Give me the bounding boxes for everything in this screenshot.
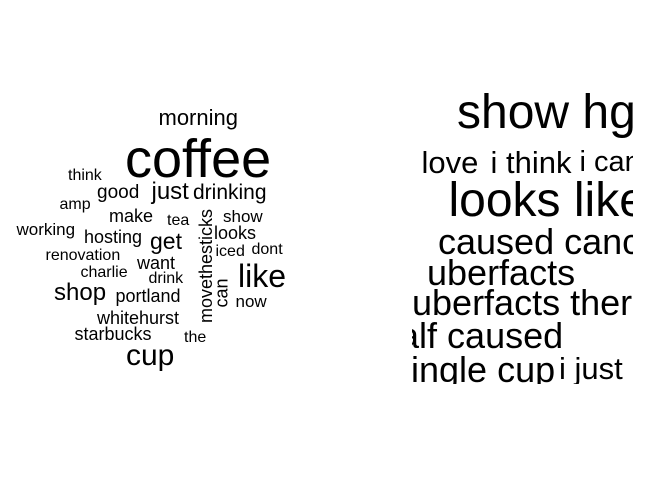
word-whitehurst: whitehurst — [97, 308, 180, 328]
word-show-hgtv: show hgtv — [457, 86, 633, 139]
word-get: get — [150, 227, 182, 254]
word-good: good — [97, 181, 140, 203]
word-think: think — [68, 167, 102, 184]
word-half-caused: half caused — [412, 315, 564, 356]
word-caused-cancer: caused cancer — [438, 221, 633, 262]
word-looks-like: looks like — [448, 174, 634, 227]
word-movethesticks: movethesticks — [196, 208, 217, 324]
word-tea: tea — [167, 212, 190, 229]
word-iced: iced — [215, 243, 245, 260]
word-uberfacts: uberfacts — [427, 252, 576, 293]
word-just: just — [151, 178, 189, 205]
word-now: now — [235, 291, 267, 311]
word-looks: looks — [214, 223, 257, 243]
left-word-cloud: coffee morning like cup just shop drinking get g… — [0, 80, 336, 400]
word-make: make — [109, 206, 154, 226]
word-morning: morning — [158, 105, 238, 130]
word-dont: dont — [251, 241, 283, 258]
word-amp: amp — [59, 196, 91, 213]
word-uberfacts-there: uberfacts there — [412, 282, 633, 323]
word-shop: shop — [54, 279, 107, 306]
word-show: show — [223, 206, 263, 226]
word-want: want — [137, 253, 176, 273]
word-i-just: i just — [559, 350, 623, 384]
word-the: the — [184, 329, 207, 346]
word-i-can: i can — [579, 145, 634, 178]
word-drink: drink — [148, 270, 184, 287]
word-charlie: charlie — [80, 264, 128, 281]
word-drinking: drinking — [193, 180, 267, 204]
word-like: like — [238, 258, 287, 294]
word-hosting: hosting — [84, 227, 143, 247]
word-love: love — [421, 144, 479, 180]
word-coffee: coffee — [125, 129, 272, 189]
word-portland: portland — [115, 286, 181, 306]
word-starbucks: starbucks — [74, 324, 152, 344]
word-working: working — [16, 219, 76, 239]
word-i-think: i think — [490, 144, 572, 180]
word-single-cup: single cup — [412, 349, 556, 385]
word-cup: cup — [126, 339, 175, 372]
word-renovation: renovation — [45, 247, 121, 264]
